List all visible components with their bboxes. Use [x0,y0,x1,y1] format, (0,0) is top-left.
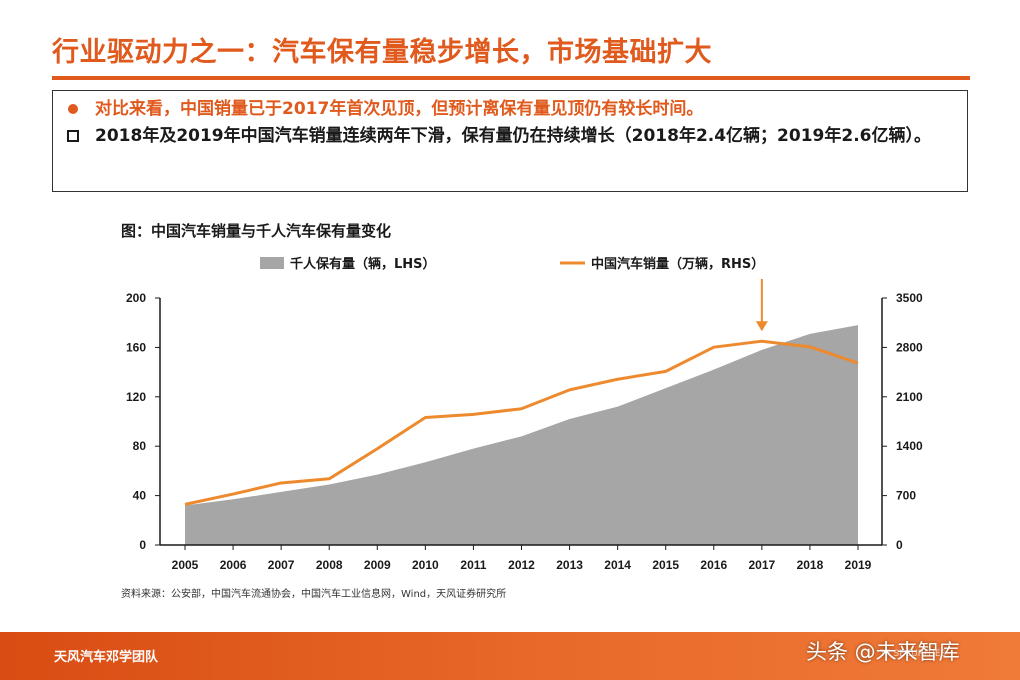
legend-label-ownership: 千人保有量（辆，LHS） [290,256,436,272]
y-left-tick-label: 120 [126,390,146,404]
footer-bar [0,632,1020,680]
summary-text-1: 对比来看，中国销量已于2017年首次见顶，但预计离保有量见顶仍有较长时间。 [95,99,704,119]
summary-point-1: 对比来看，中国销量已于2017年首次见顶，但预计离保有量见顶仍有较长时间。 [65,97,967,121]
x-tick-label: 2013 [556,558,583,572]
x-tick-label: 2011 [460,558,486,572]
bullet-square-icon [65,124,95,148]
x-tick-label: 2008 [316,558,343,572]
legend-label-sales: 中国汽车销量（万辆，RHS） [591,256,764,272]
legend-swatch-ownership [260,257,284,269]
x-tick-label: 2007 [268,558,295,572]
page-title: 行业驱动力之一：汽车保有量稳步增长，市场基础扩大 [52,37,712,68]
y-right-tick-label: 3500 [896,291,923,305]
summary-text-2: 2018年及2019年中国汽车销量连续两年下滑，保有量仍在持续增长（2018年2… [95,126,931,146]
footer-logo: TF SECURITIES [880,649,947,659]
y-right-tick-label: 700 [896,489,916,503]
y-left-tick-label: 0 [139,538,146,552]
x-tick-label: 2010 [412,558,439,572]
peak-arrow-icon [755,321,768,332]
x-tick-label: 2009 [364,558,391,572]
x-tick-label: 2019 [845,558,872,572]
y-left-tick-label: 160 [126,340,146,354]
summary-box: 对比来看，中国销量已于2017年首次见顶，但预计离保有量见顶仍有较长时间。 20… [52,90,968,192]
x-tick-label: 2017 [749,558,776,572]
y-right-tick-label: 2800 [896,340,923,354]
title-divider [52,76,970,80]
y-right-tick-label: 2100 [896,390,923,404]
y-right-tick-label: 1400 [896,439,923,453]
y-left-tick-label: 80 [133,439,147,453]
chart-caption: 图：中国汽车销量与千人汽车保有量变化 [121,222,392,240]
x-tick-label: 2005 [172,558,199,572]
series-line-sales [184,339,859,506]
x-tick-label: 2018 [797,558,824,572]
x-tick-label: 2015 [652,558,679,572]
bullet-dot-icon [65,97,95,121]
y-left-tick-label: 200 [126,291,146,305]
y-left-tick-label: 40 [133,489,147,503]
watermark: 头条 @未来智库 [806,640,960,664]
y-right-tick-label: 0 [896,538,903,552]
x-tick-label: 2014 [604,558,631,572]
x-tick-label: 2006 [220,558,247,572]
x-tick-label: 2016 [700,558,727,572]
series-area-ownership [185,325,858,545]
summary-point-2: 2018年及2019年中国汽车销量连续两年下滑，保有量仍在持续增长（2018年2… [65,124,967,148]
x-tick-label: 2012 [508,558,535,572]
source-note: 资料来源：公安部，中国汽车流通协会，中国汽车工业信息网，Wind，天风证券研究所 [121,589,507,600]
footer-team-label: 天风汽车邓学团队 [54,650,159,665]
